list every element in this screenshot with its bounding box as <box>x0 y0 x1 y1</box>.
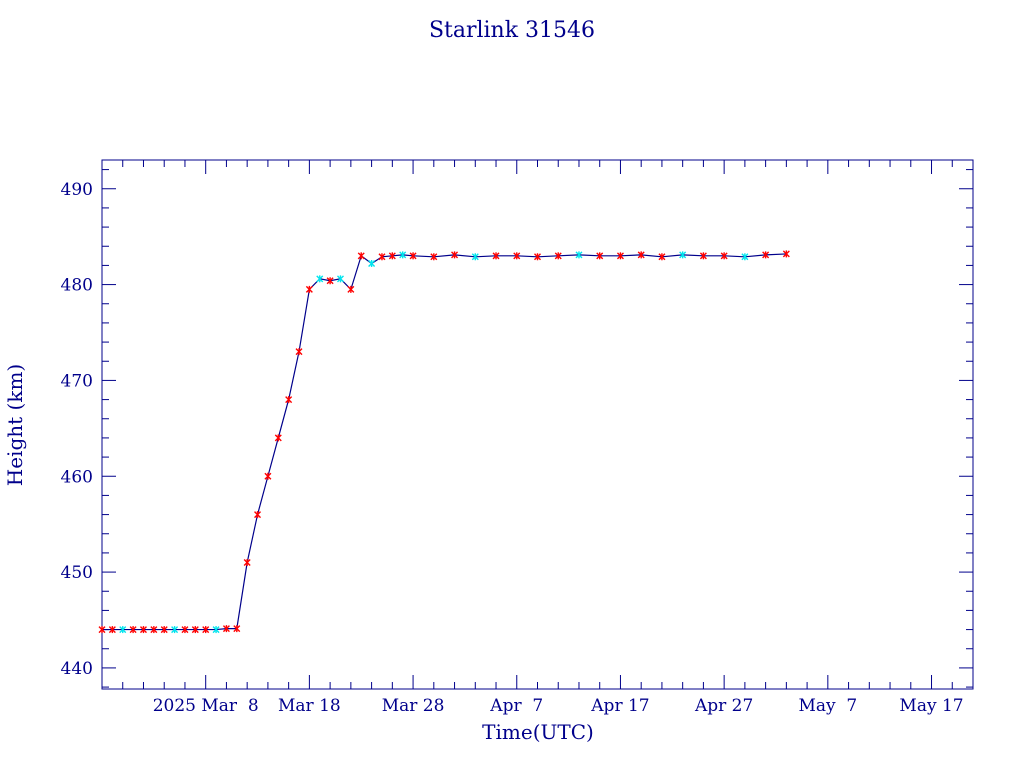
data-point <box>378 253 386 261</box>
data-point <box>139 626 147 634</box>
data-point <box>274 434 282 442</box>
data-point <box>720 252 728 260</box>
data-point <box>243 559 251 566</box>
y-tick-label: 450 <box>61 563 93 583</box>
series-height <box>98 250 790 634</box>
y-tick-label: 490 <box>61 180 93 200</box>
data-point <box>171 626 179 634</box>
data-point <box>492 252 500 260</box>
x-tick-label: Apr 27 <box>694 696 753 716</box>
x-tick-label: Apr 7 <box>489 696 543 716</box>
data-point <box>679 251 687 259</box>
data-point <box>191 626 199 634</box>
data-point <box>658 253 666 261</box>
data-point <box>388 252 396 260</box>
data-point <box>741 253 749 261</box>
data-point <box>181 626 189 634</box>
chart-title: Starlink 31546 <box>429 18 595 43</box>
data-point <box>762 251 770 259</box>
data-point <box>471 253 479 261</box>
x-axis-label: Time(UTC) <box>482 720 594 744</box>
data-point <box>326 277 334 285</box>
x-tick-label: Mar 28 <box>382 696 445 716</box>
data-point <box>336 275 344 283</box>
y-axis: 440 450 460 470 480 490 <box>61 169 973 688</box>
y-tick-label: 480 <box>61 276 93 296</box>
x-tick-label: Mar 18 <box>278 696 341 716</box>
data-point <box>316 275 324 283</box>
data-point <box>295 348 303 356</box>
y-tick-label: 440 <box>61 659 93 679</box>
data-point <box>222 625 230 633</box>
y-tick-label: 470 <box>61 371 93 391</box>
data-point <box>596 252 604 260</box>
data-point <box>399 251 407 259</box>
data-point <box>513 252 521 260</box>
data-point <box>368 260 376 267</box>
data-point <box>285 396 293 404</box>
y-axis-label: Height (km) <box>3 364 27 486</box>
data-point <box>637 251 645 259</box>
data-point <box>699 252 707 260</box>
data-point <box>575 251 583 259</box>
data-point <box>451 251 459 259</box>
data-point <box>534 253 541 261</box>
data-point <box>129 626 137 634</box>
data-point <box>212 626 220 634</box>
data-point <box>233 625 241 633</box>
data-point <box>160 626 168 634</box>
data-point <box>264 472 272 480</box>
data-point <box>616 252 624 260</box>
series-line <box>102 253 787 631</box>
data-point <box>409 252 417 260</box>
y-tick-label: 460 <box>61 467 93 487</box>
data-point <box>202 626 210 634</box>
x-tick-label: May 17 <box>899 696 963 716</box>
x-tick-label: 2025 Mar 8 <box>153 696 259 716</box>
data-point <box>347 285 355 293</box>
data-point <box>119 626 127 634</box>
data-point <box>554 252 562 260</box>
data-point <box>782 250 790 258</box>
x-axis: 2025 Mar 8 Mar 18 Mar 28 Apr 7 Apr 17 Apr 27 M… <box>101 160 974 716</box>
data-point <box>430 253 438 261</box>
data-point <box>305 285 313 293</box>
x-tick-label: Apr 17 <box>590 696 649 716</box>
x-tick-label: May 7 <box>798 696 857 716</box>
data-point <box>98 626 106 634</box>
data-point <box>357 252 365 260</box>
data-point <box>108 626 116 634</box>
data-point <box>254 511 262 519</box>
plot-frame <box>101 159 974 690</box>
data-point <box>150 626 158 634</box>
